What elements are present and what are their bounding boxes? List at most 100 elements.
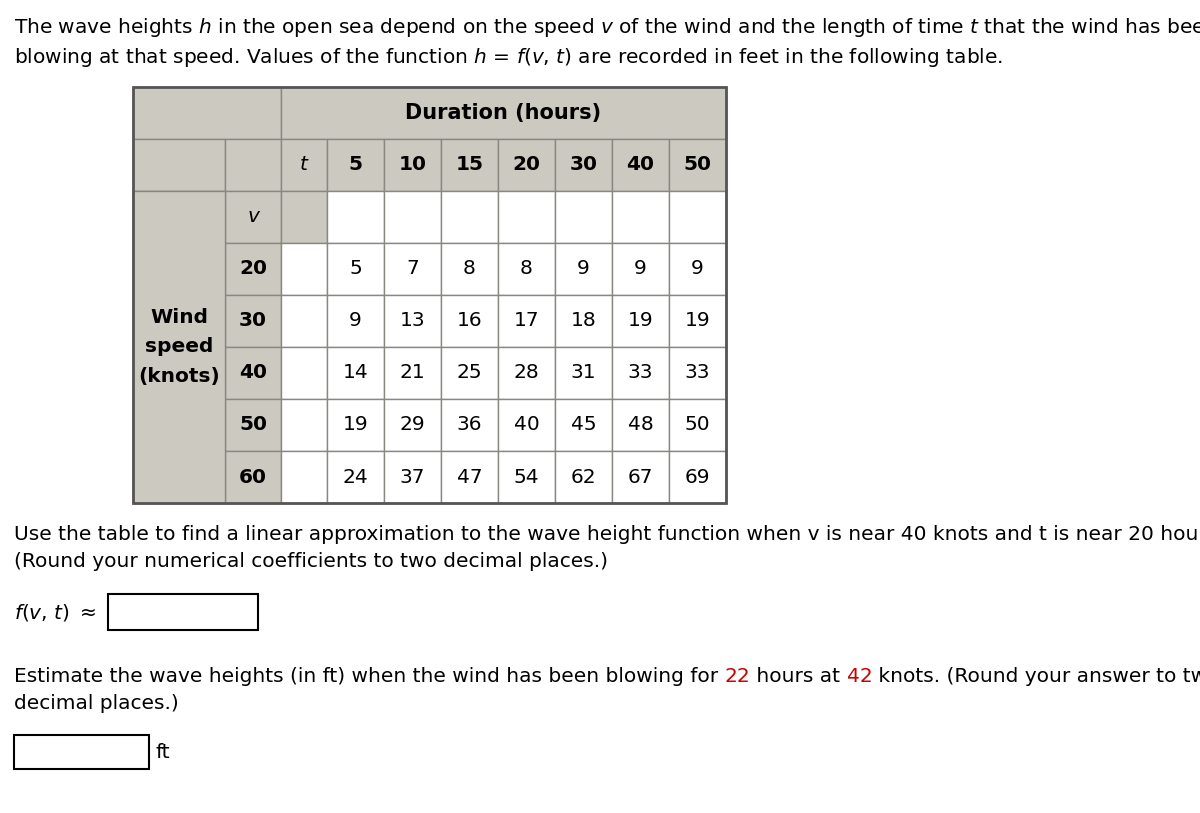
Bar [326, 451, 384, 503]
Text: Estimate the wave heights (in ft) when the wind has been blowing for: Estimate the wave heights (in ft) when t… [14, 667, 725, 686]
Bar [226, 399, 281, 451]
Bar [554, 295, 612, 347]
Bar [226, 191, 281, 243]
Bar [612, 139, 670, 191]
Bar [108, 594, 258, 630]
Bar [281, 399, 326, 451]
Text: 24: 24 [343, 467, 368, 486]
Text: 7: 7 [406, 259, 419, 279]
Text: 21: 21 [400, 363, 425, 382]
Text: 40: 40 [514, 415, 539, 434]
Bar [498, 399, 554, 451]
Bar [133, 191, 226, 503]
Bar [612, 295, 670, 347]
Text: 17: 17 [514, 311, 539, 331]
Text: 54: 54 [514, 467, 539, 486]
Text: Use the table to find a linear approximation to the wave height function when v : Use the table to find a linear approxima… [14, 525, 1200, 544]
Bar [670, 347, 726, 399]
Bar [281, 139, 326, 191]
Text: 20: 20 [239, 259, 266, 279]
Bar [554, 191, 612, 243]
Bar [498, 451, 554, 503]
Text: 29: 29 [400, 415, 425, 434]
Text: 48: 48 [628, 415, 653, 434]
Bar [498, 243, 554, 295]
Bar [384, 139, 442, 191]
Text: 10: 10 [398, 155, 426, 175]
Text: 31: 31 [571, 363, 596, 382]
Text: 60: 60 [239, 467, 266, 486]
Text: 47: 47 [457, 467, 482, 486]
Bar [133, 87, 281, 139]
Text: 67: 67 [628, 467, 653, 486]
Bar [226, 243, 281, 295]
Bar [442, 243, 498, 295]
Bar [384, 399, 442, 451]
Bar [384, 243, 442, 295]
Text: 30: 30 [239, 311, 266, 331]
Bar [442, 139, 498, 191]
Bar [133, 399, 226, 451]
Bar [281, 243, 326, 295]
Bar [281, 295, 326, 347]
Bar [326, 295, 384, 347]
Bar [612, 243, 670, 295]
Text: 5: 5 [349, 259, 362, 279]
Text: 25: 25 [457, 363, 482, 382]
Bar [612, 399, 670, 451]
Text: 9: 9 [691, 259, 704, 279]
Text: hours at: hours at [750, 667, 847, 686]
Bar [554, 139, 612, 191]
Bar [133, 87, 726, 503]
Text: 18: 18 [571, 311, 596, 331]
Bar [498, 191, 554, 243]
Bar [281, 347, 326, 399]
Bar [498, 139, 554, 191]
Text: 30: 30 [570, 155, 598, 175]
Bar [612, 347, 670, 399]
Text: 62: 62 [571, 467, 596, 486]
Bar [442, 347, 498, 399]
Bar [326, 347, 384, 399]
Text: Duration (hours): Duration (hours) [406, 103, 601, 123]
Text: 36: 36 [457, 415, 482, 434]
Bar [281, 191, 326, 243]
Bar [133, 295, 226, 347]
Bar [326, 243, 384, 295]
Bar [326, 191, 384, 243]
Bar [281, 87, 726, 139]
Bar [226, 295, 281, 347]
Bar [133, 451, 226, 503]
Bar [442, 451, 498, 503]
Bar [384, 295, 442, 347]
Bar [612, 191, 670, 243]
Bar [226, 347, 281, 399]
Text: 45: 45 [571, 415, 596, 434]
Text: 13: 13 [400, 311, 425, 331]
Text: 19: 19 [343, 415, 368, 434]
Bar [498, 295, 554, 347]
Text: 40: 40 [626, 155, 654, 175]
Bar [281, 451, 326, 503]
Text: knots. (Round your answer to two: knots. (Round your answer to two [872, 667, 1200, 686]
Bar [133, 347, 226, 399]
Text: t: t [300, 155, 308, 175]
Text: 19: 19 [628, 311, 653, 331]
Bar [670, 295, 726, 347]
Bar [554, 243, 612, 295]
Bar [498, 347, 554, 399]
Bar [326, 139, 384, 191]
Text: 33: 33 [685, 363, 710, 382]
Bar [670, 243, 726, 295]
Text: v: v [247, 207, 259, 227]
Text: 50: 50 [239, 415, 266, 434]
Bar [670, 451, 726, 503]
Text: 14: 14 [343, 363, 368, 382]
Bar [326, 399, 384, 451]
Bar [226, 451, 281, 503]
Text: 16: 16 [457, 311, 482, 331]
Bar [384, 191, 442, 243]
Text: 8: 8 [463, 259, 476, 279]
Text: 8: 8 [520, 259, 533, 279]
Text: Wind
speed
(knots): Wind speed (knots) [138, 308, 220, 386]
